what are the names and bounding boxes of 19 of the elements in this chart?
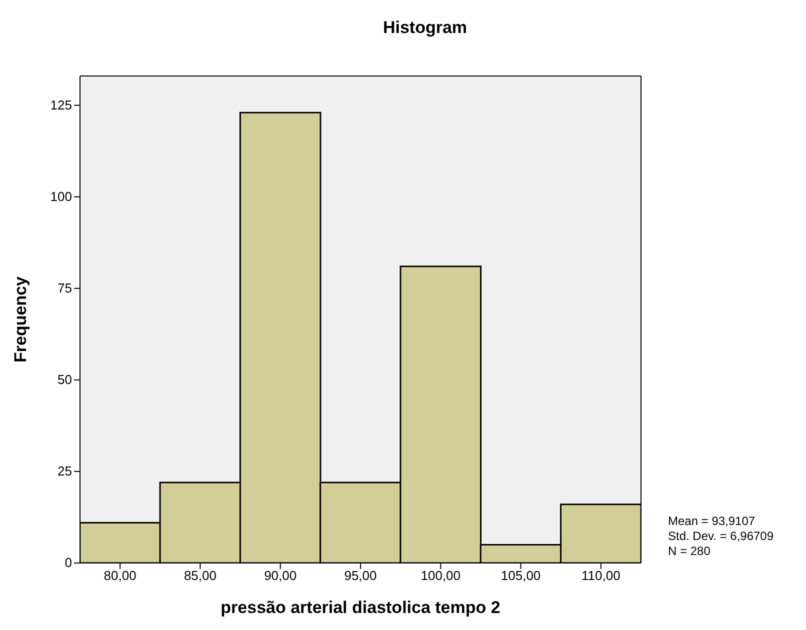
x-tick-label: 95,00: [344, 568, 377, 584]
y-tick-label: 75: [58, 280, 72, 296]
y-tick-label: 100: [50, 188, 72, 204]
x-tick-label: 90,00: [264, 568, 297, 584]
x-tick-label: 110,00: [582, 568, 620, 584]
chart-title: Histogram: [382, 18, 468, 38]
text: Std. Dev. = 6,96709: [668, 529, 774, 544]
x-tick-label: 100,00: [420, 568, 461, 584]
x-axis-title: pressão arterial diastolica tempo 2: [220, 598, 500, 617]
text: Mean = 93,9107: [668, 514, 756, 529]
y-tick-label: 0: [64, 555, 72, 570]
text: N = 280: [668, 544, 712, 559]
y-tick-label: 25: [58, 463, 72, 478]
x-tick-label: 80,00: [104, 568, 136, 584]
x-tick-label: 105,00: [500, 568, 541, 584]
y-tick-label: 125: [50, 97, 72, 112]
y-axis-title: Frequency: [11, 276, 30, 362]
y-tick-label: 50: [58, 372, 72, 387]
x-tick-label: 85,00: [184, 568, 216, 584]
